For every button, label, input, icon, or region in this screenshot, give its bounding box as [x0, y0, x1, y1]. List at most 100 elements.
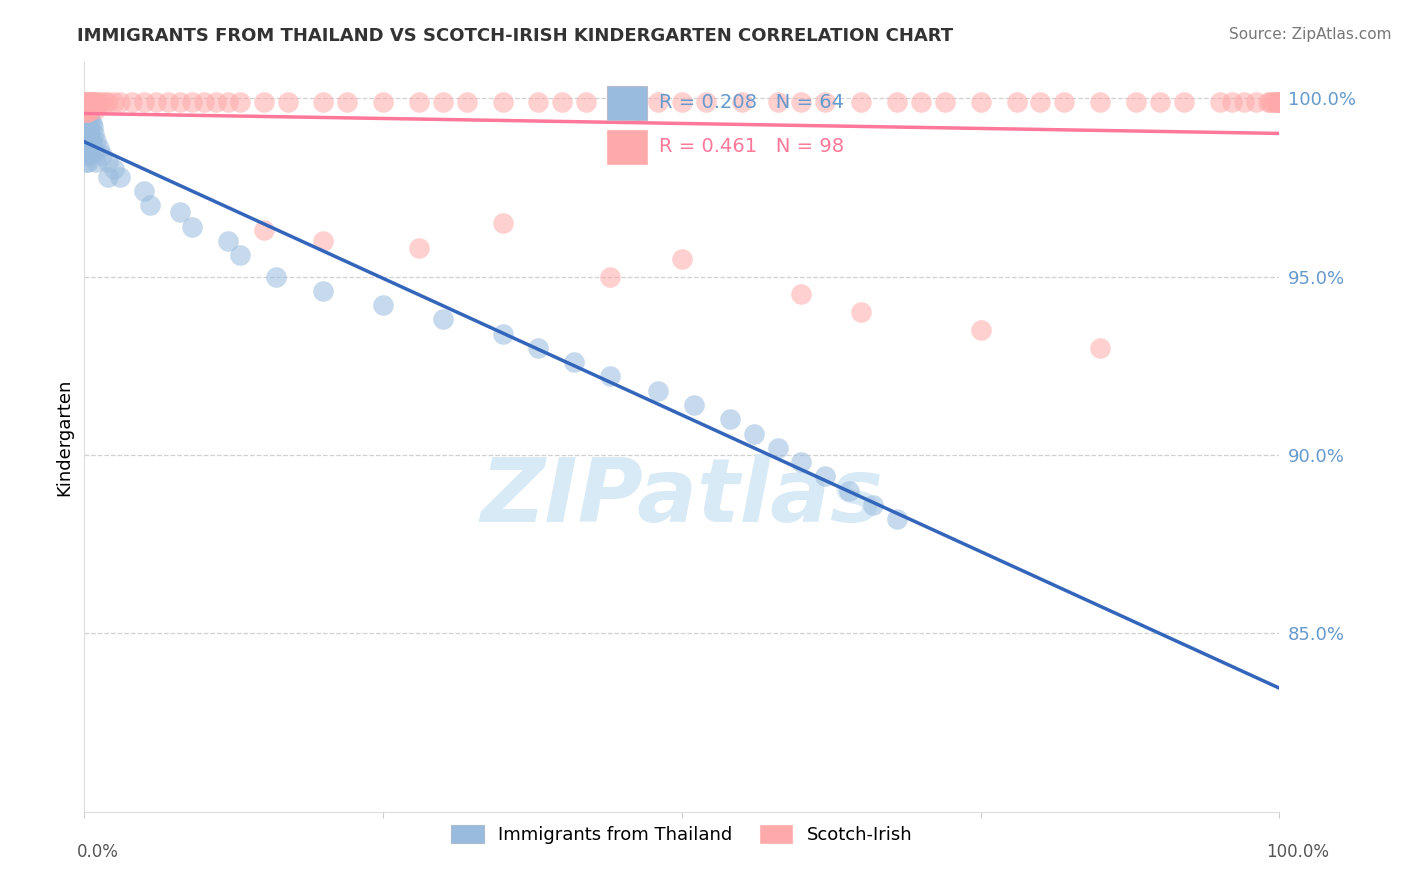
Point — [79, 141, 101, 155]
Point — [527, 341, 550, 355]
Point — [110, 95, 132, 109]
Legend: Immigrants from Thailand, Scotch-Irish: Immigrants from Thailand, Scotch-Irish — [444, 818, 920, 851]
Point — [83, 145, 105, 159]
Point — [132, 95, 156, 109]
Point — [193, 95, 215, 109]
Point — [1233, 95, 1256, 109]
Point — [75, 105, 97, 120]
Point — [75, 127, 97, 141]
Point — [80, 116, 103, 130]
Point — [77, 148, 100, 162]
Point — [76, 109, 98, 123]
Point — [277, 95, 299, 109]
Point — [599, 369, 621, 384]
Point — [229, 248, 252, 262]
Text: IMMIGRANTS FROM THAILAND VS SCOTCH-IRISH KINDERGARTEN CORRELATION CHART: IMMIGRANTS FROM THAILAND VS SCOTCH-IRISH… — [77, 27, 953, 45]
Point — [432, 95, 454, 109]
Point — [970, 95, 993, 109]
Point — [91, 95, 114, 109]
Point — [492, 216, 515, 230]
Point — [217, 234, 239, 248]
Point — [742, 426, 765, 441]
Point — [82, 120, 104, 134]
Point — [79, 112, 101, 127]
Point — [934, 95, 956, 109]
Point — [264, 269, 287, 284]
Point — [766, 441, 789, 455]
Point — [121, 95, 143, 109]
Point — [97, 155, 120, 169]
Point — [75, 155, 97, 169]
Point — [373, 298, 395, 312]
Point — [253, 223, 276, 237]
Point — [647, 95, 669, 109]
Point — [77, 141, 100, 155]
Point — [886, 95, 908, 109]
Point — [77, 105, 100, 120]
Point — [814, 469, 837, 483]
Point — [86, 102, 108, 116]
Point — [75, 145, 97, 159]
Point — [77, 105, 100, 120]
Point — [671, 95, 693, 109]
Point — [408, 95, 430, 109]
Point — [91, 148, 114, 162]
Point — [862, 498, 884, 512]
Point — [77, 98, 100, 112]
Point — [75, 98, 97, 112]
Point — [1125, 95, 1147, 109]
Point — [910, 95, 932, 109]
Point — [76, 148, 98, 162]
Point — [612, 95, 634, 109]
Point — [77, 95, 100, 109]
Point — [970, 323, 993, 337]
Point — [87, 141, 110, 155]
Point — [1257, 95, 1279, 109]
Point — [851, 95, 873, 109]
Point — [312, 284, 335, 298]
Point — [82, 98, 104, 112]
Point — [1264, 95, 1286, 109]
Point — [79, 98, 101, 112]
Point — [1090, 95, 1112, 109]
Point — [110, 169, 132, 184]
Point — [86, 134, 108, 148]
Point — [564, 355, 586, 369]
Point — [83, 98, 105, 112]
Point — [492, 95, 515, 109]
Point — [80, 95, 103, 109]
Point — [82, 137, 104, 152]
Point — [76, 102, 98, 116]
Point — [181, 95, 204, 109]
Point — [790, 95, 813, 109]
Point — [86, 155, 108, 169]
Point — [86, 98, 108, 112]
Point — [838, 483, 860, 498]
Point — [169, 205, 191, 219]
Point — [87, 95, 110, 109]
Point — [575, 95, 598, 109]
Y-axis label: Kindergarten: Kindergarten — [55, 378, 73, 496]
Point — [86, 95, 108, 109]
Point — [1173, 95, 1195, 109]
Point — [695, 95, 717, 109]
Point — [1267, 95, 1289, 109]
Point — [1267, 95, 1289, 109]
Point — [76, 134, 98, 148]
Point — [671, 252, 693, 266]
Point — [1258, 95, 1281, 109]
Point — [79, 127, 101, 141]
Point — [77, 120, 100, 134]
Text: Source: ZipAtlas.com: Source: ZipAtlas.com — [1229, 27, 1392, 42]
Point — [145, 95, 167, 109]
Point — [456, 95, 478, 109]
Point — [683, 398, 706, 412]
Point — [75, 112, 97, 127]
Point — [336, 95, 359, 109]
Point — [432, 312, 454, 326]
Point — [814, 95, 837, 109]
Point — [77, 102, 100, 116]
Point — [82, 95, 104, 109]
Point — [77, 134, 100, 148]
Text: ZIPatlas: ZIPatlas — [481, 453, 883, 541]
